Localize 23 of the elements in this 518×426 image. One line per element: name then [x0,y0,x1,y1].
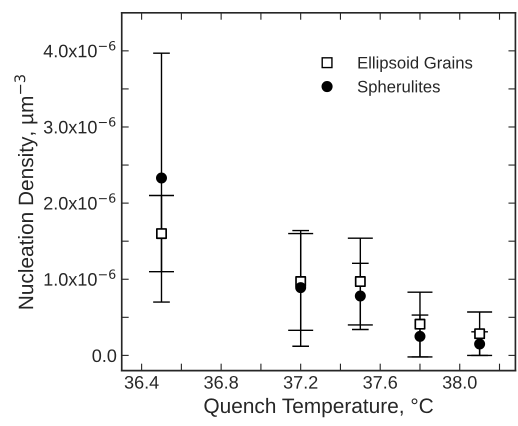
point [354,290,366,302]
point [414,330,426,342]
point [156,172,167,184]
x-tick-label: 38.0 [442,376,477,389]
x-axis-title: Quench Temperature, °C [204,398,433,418]
point [474,338,486,350]
point [414,318,426,330]
y-tick-label: 1.0x10$^{−6}$ [44,269,116,286]
y-tick-label: 0.0 [92,349,116,362]
point [474,328,486,340]
point [354,276,366,288]
x-tick-label: 37.2 [284,376,318,389]
legend-label: Spherulites [358,80,440,96]
x-tick-label: 36.4 [124,376,159,389]
x-tick-label: 36.8 [204,376,238,389]
y-tick-label: 2.0x10$^{−6}$ [44,193,116,210]
point [295,282,306,294]
point [156,228,167,240]
legend-label: Ellipsoid Grains [358,56,472,72]
y-tick-label: 4.0x10$^{−6}$ [44,40,116,58]
x-tick-label: 37.6 [363,376,397,389]
y-tick-label: 3.0x10$^{−6}$ [44,117,116,134]
y-axis-title: Nucleation Density, µm$^{−3}$ [14,75,38,309]
